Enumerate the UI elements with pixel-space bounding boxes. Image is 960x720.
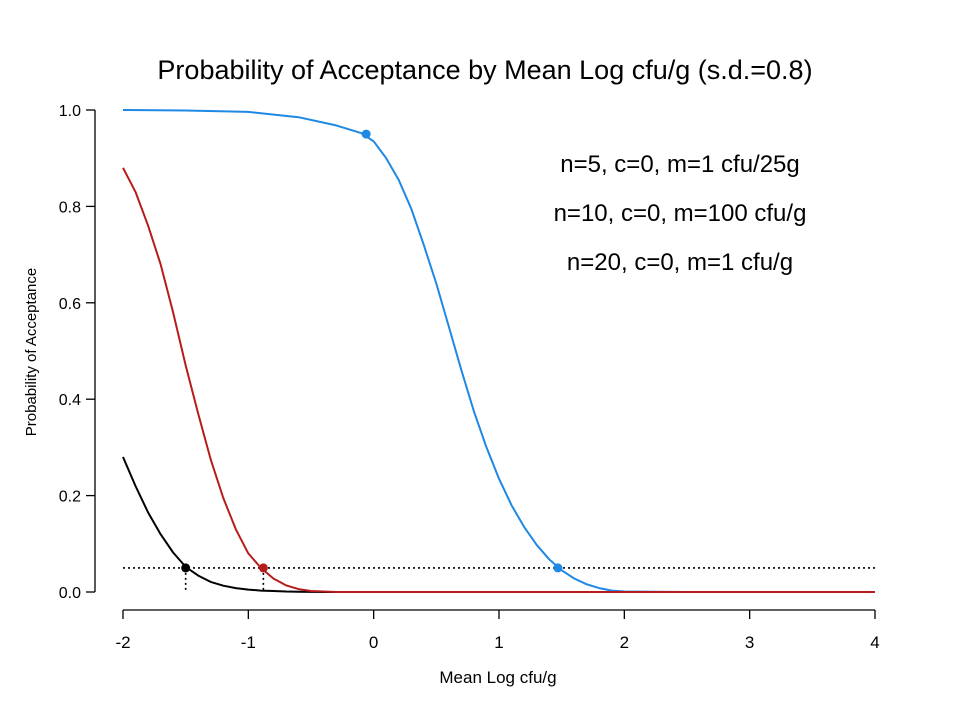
chart-title: Probability of Acceptance by Mean Log cf… bbox=[157, 55, 812, 85]
y-tick-label: 0.4 bbox=[59, 392, 81, 409]
legend-entry-black: n=5, c=0, m=1 cfu/25g bbox=[560, 151, 800, 178]
legend: n=5, c=0, m=1 cfu/25g n=10, c=0, m=100 c… bbox=[554, 151, 807, 276]
series-line-1 bbox=[122, 109, 875, 593]
x-tick-label: 4 bbox=[870, 633, 879, 652]
reference-lines bbox=[123, 567, 875, 592]
series-layer bbox=[122, 109, 875, 593]
x-tick-label: 3 bbox=[745, 633, 754, 652]
y-tick-label: 0.6 bbox=[59, 296, 81, 313]
data-point-1-extra bbox=[361, 129, 371, 139]
axes: -2 -1 0 1 2 3 4 0.0 0.2 0.4 0.6 0.8 1.0 bbox=[59, 103, 880, 652]
y-tick-label: 0.8 bbox=[59, 199, 81, 216]
y-tick-label: 1.0 bbox=[59, 103, 81, 120]
data-point-1 bbox=[553, 563, 563, 573]
x-axis-label: Mean Log cfu/g bbox=[439, 668, 556, 687]
y-axis-label: Probability of Acceptance bbox=[23, 268, 40, 436]
x-tick-label: 2 bbox=[620, 633, 629, 652]
x-tick-label: -1 bbox=[241, 633, 256, 652]
y-tick-label: 0.2 bbox=[59, 489, 81, 506]
marker-layer bbox=[181, 129, 563, 573]
data-point-0 bbox=[181, 563, 191, 573]
legend-entry-blue: n=10, c=0, m=100 cfu/g bbox=[554, 200, 807, 227]
y-tick-label: 0.0 bbox=[59, 585, 81, 602]
data-point-2 bbox=[258, 563, 268, 573]
series-line-2 bbox=[122, 167, 875, 593]
x-tick-label: 0 bbox=[369, 633, 378, 652]
legend-entry-red: n=20, c=0, m=1 cfu/g bbox=[567, 249, 793, 276]
x-tick-label: 1 bbox=[494, 633, 503, 652]
series-line-0 bbox=[122, 456, 337, 593]
x-tick-label: -2 bbox=[115, 633, 130, 652]
